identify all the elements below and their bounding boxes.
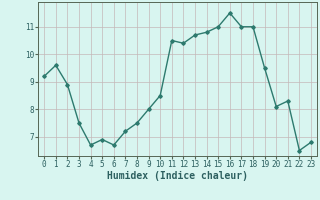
X-axis label: Humidex (Indice chaleur): Humidex (Indice chaleur) <box>107 171 248 181</box>
